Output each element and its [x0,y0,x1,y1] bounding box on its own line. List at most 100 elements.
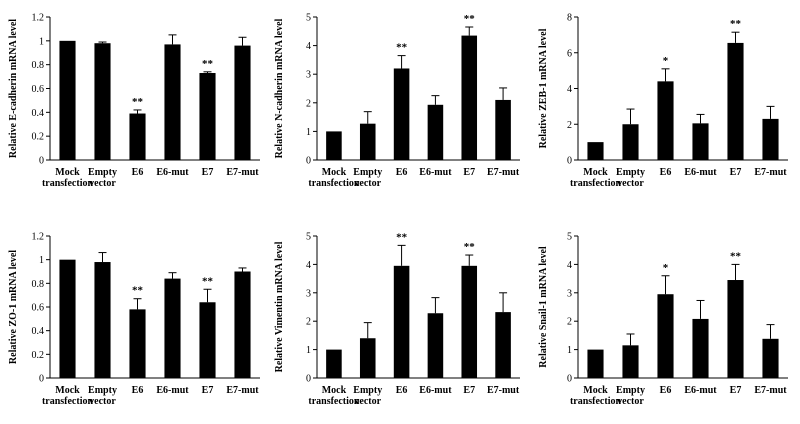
category-label: E7-mut [487,167,520,178]
category-label: transfection [42,396,94,407]
bar [727,280,744,378]
y-tick-label: 0.2 [32,132,45,143]
bar [622,345,639,378]
chart-panel-6: 0 1 2 3 4 5 Relative Snail-1 mRNA level Mocktra… [538,232,788,407]
category-label: E6-mut [684,385,717,396]
category-label: Mock [583,167,608,178]
category-label: Empty [353,167,382,178]
y-tick-label: 0.2 [32,350,45,361]
category-label: E7 [730,167,742,178]
category-label: Empty [616,385,645,396]
category-label: E6 [396,167,408,178]
category-label: E6 [660,385,672,396]
category-label: E7 [463,167,475,178]
category-label: vector [89,396,116,407]
category-label: E6 [396,385,408,396]
category-label: transfection [570,178,622,189]
y-tick-label: 0 [39,374,44,385]
bar [427,104,444,160]
bar [657,81,674,160]
bar [94,262,111,378]
significance-marker: ** [132,285,144,297]
y-tick-label: 0 [567,156,572,167]
category-label: vector [354,396,381,407]
y-tick-label: 0 [39,156,44,167]
category-label: E7-mut [487,385,520,396]
chart-panel-1: 0 0.2 0.4 0.6 0.8 1 1.2 Relative E-cadherin mRN… [8,13,260,189]
bar [164,278,181,378]
significance-marker: ** [464,13,476,25]
y-tick-label: 1 [39,36,44,47]
y-tick-label: 4 [567,260,572,271]
category-label: E6-mut [419,385,452,396]
y-tick-label: 0.4 [32,326,45,337]
category-label: E6-mut [684,167,717,178]
y-axis-title: Relative N-cadherin mRNA level [274,18,285,158]
significance-marker: ** [202,275,214,287]
bar [587,349,604,378]
y-tick-label: 0 [567,374,572,385]
category-label: E6-mut [156,167,189,178]
y-tick-label: 1.2 [32,232,45,243]
bar [495,99,511,160]
category-label: Mock [322,167,347,178]
bar [587,142,604,160]
y-tick-label: 0.6 [32,84,45,95]
bar [94,43,111,160]
chart-panel-5: 0 1 2 3 4 5 Relative Vimentin mRNA level Mocktr… [274,231,520,407]
category-label: Empty [88,385,117,396]
category-label: E6-mut [156,385,189,396]
y-tick-label: 4 [306,41,311,52]
bar [657,294,674,378]
significance-marker: ** [730,250,742,262]
y-tick-label: 8 [567,13,572,24]
bar [427,313,444,378]
bar [59,40,76,161]
significance-marker: * [663,55,669,67]
y-tick-label: 6 [567,48,572,59]
category-label: E7 [463,385,475,396]
y-axis-title: Relative ZO-1 mRNA level [8,250,19,364]
y-tick-label: 1 [306,127,311,138]
bar [461,265,478,378]
y-tick-label: 1 [39,255,44,266]
y-tick-label: 3 [306,70,311,81]
category-label: E6 [132,167,144,178]
bar [326,131,342,160]
category-label: transfection [42,178,94,189]
category-label: E6 [132,385,144,396]
chart-panel-3: 0 2 4 6 8 Relative ZEB-1 mRNA level Mocktransf… [538,13,788,189]
significance-marker: ** [396,42,408,54]
category-label: Mock [55,385,80,396]
significance-marker: * [663,262,669,274]
bar [495,312,511,378]
bar [727,42,744,161]
bar [393,265,410,378]
y-axis-title: Relative ZEB-1 mRNA level [538,28,549,148]
bar [59,259,76,378]
category-label: vector [354,178,381,189]
bar [692,318,709,378]
y-axis-title: Relative Vimentin mRNA level [274,241,285,372]
bar [199,73,216,160]
y-tick-label: 0.6 [32,303,45,314]
y-tick-label: 2 [306,98,311,109]
bar [762,338,779,378]
category-label: Empty [616,167,645,178]
category-label: transfection [308,396,360,407]
bar [326,349,342,378]
bar [234,45,251,160]
category-label: Empty [353,385,382,396]
y-tick-label: 0 [306,156,311,167]
category-label: Mock [55,167,80,178]
bar [199,302,216,378]
y-tick-label: 3 [306,288,311,299]
bar [622,124,639,160]
chart-panel-4: 0 0.2 0.4 0.6 0.8 1 1.2 Relative ZO-1 mRNA leve… [8,232,260,407]
category-label: E7 [730,385,742,396]
significance-marker: ** [132,96,144,108]
y-tick-label: 0.4 [32,108,45,119]
category-label: E7 [202,385,214,396]
y-tick-label: 4 [306,260,311,271]
chart-panel-2: 0 1 2 3 4 5 Relative N-cadherin mRNA level Mock… [274,13,520,189]
